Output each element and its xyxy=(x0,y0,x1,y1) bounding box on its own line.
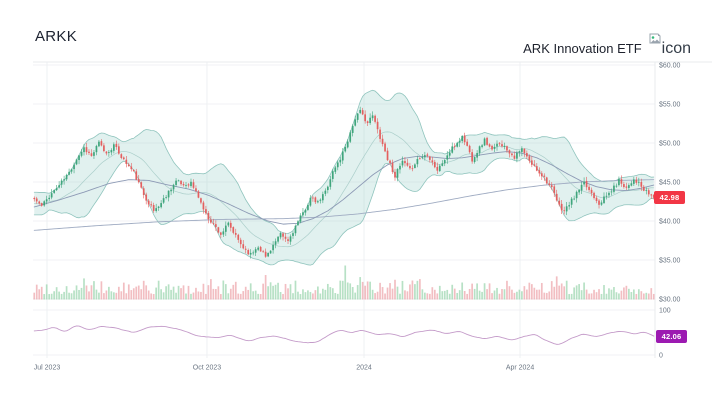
axis-tick-label: 100 xyxy=(659,308,671,315)
axis-tick-label: $60.00 xyxy=(659,63,681,70)
oscillator-line xyxy=(33,325,655,345)
sma20-line xyxy=(33,131,655,248)
axis-tick-label: $55.00 xyxy=(659,102,681,109)
moving-averages xyxy=(33,151,655,231)
candles-layer xyxy=(33,106,655,259)
axis-tick-label: 0 xyxy=(659,353,663,360)
oscillator-panel xyxy=(33,325,655,345)
grid-layer xyxy=(33,62,655,358)
oscillator-value-badge: 42.06 xyxy=(656,330,687,343)
axis-tick-label: 2024 xyxy=(356,365,372,372)
last-price-badge: 42.98 xyxy=(654,191,685,204)
axis-tick-label: $30.00 xyxy=(659,297,681,304)
axis-tick-label: $35.00 xyxy=(659,258,681,265)
axis-labels: $60.00 $55.00 $50.00 $45.00 $40.00 $35.00 $30.… xyxy=(34,63,681,372)
bollinger-lower-line xyxy=(33,157,655,266)
chart-border xyxy=(33,61,712,358)
symbol-title: ARKK xyxy=(35,28,78,45)
axis-tick-label: $40.00 xyxy=(659,219,681,226)
sma200-line xyxy=(33,179,655,231)
header-right: ARK Innovation ETF icon xyxy=(523,31,691,58)
axis-tick-label: Jul 2023 xyxy=(34,365,61,372)
bollinger-upper-line xyxy=(33,89,655,234)
broken-image-icon xyxy=(649,31,661,49)
etf-name: ARK Innovation ETF xyxy=(523,41,642,56)
axis-tick-label: Apr 2024 xyxy=(506,365,535,372)
volume-bars xyxy=(33,265,655,300)
axis-tick-label: $50.00 xyxy=(659,141,681,148)
logo-alt-text: icon xyxy=(661,40,691,57)
axis-tick-label: Oct 2023 xyxy=(193,365,222,372)
bollinger-band xyxy=(33,89,655,266)
axis-tick-label: $45.00 xyxy=(659,180,681,187)
logo: icon xyxy=(649,31,691,58)
sma50-line xyxy=(33,151,655,225)
